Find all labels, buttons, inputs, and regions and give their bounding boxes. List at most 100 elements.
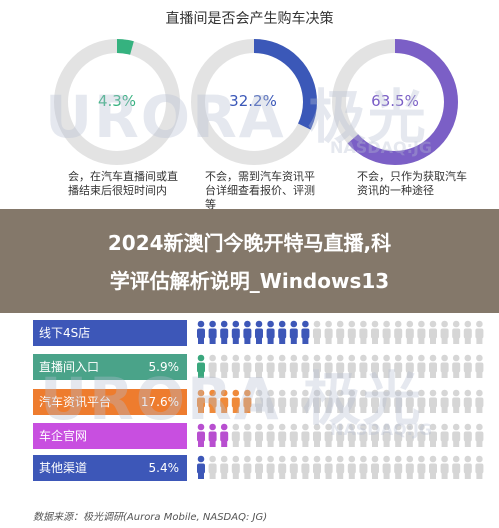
person-icon [452,389,461,413]
people-icon-grid [197,320,484,479]
person-icon [405,455,414,479]
person-icon [197,354,205,378]
person-icon [417,423,426,447]
donut-value-3: 63.5% [371,92,419,110]
person-icon [429,389,437,413]
row-name-1: 线下4S店 [39,326,91,340]
person-icon [289,423,298,447]
person-icon [266,455,275,479]
person-icon [255,320,263,344]
person-icon [301,354,310,378]
person-icon [289,320,298,344]
person-icon [231,423,240,447]
person-icon [289,455,298,479]
person-icon [429,320,437,344]
person-icon [313,320,321,344]
person-icon [243,389,252,413]
person-icon [231,389,240,413]
person-icon [371,354,379,378]
person-icon [382,389,391,413]
person-icon [382,354,391,378]
person-icon [208,320,217,344]
person-icon [313,354,321,378]
person-icon [197,423,205,447]
source-note: 数据来源：极光调研(Aurora Mobile, NASDAQ: JG) [33,512,268,523]
person-icon [417,354,426,378]
person-icon [452,320,461,344]
row-name-2: 直播间入口 [39,360,100,374]
person-icon [324,389,333,413]
person-icon [475,354,484,378]
person-icon [278,354,287,378]
person-icon [463,455,472,479]
person-icon [208,389,217,413]
person-icon [440,389,449,413]
person-icon [475,320,484,344]
person-icon [336,423,345,447]
person-icon [243,423,252,447]
person-icon [394,455,403,479]
person-icon [255,389,263,413]
person-icon [231,320,240,344]
donut-desc-1: 会，在汽车直播间或直播结束后很短时间内 [68,170,178,197]
row-pct-5: 5.4% [148,461,180,475]
person-icon [336,455,345,479]
person-icon [278,389,287,413]
person-icon [382,320,391,344]
person-icon [208,423,217,447]
person-icon [301,423,310,447]
row-label-1: 线下4S店 [33,320,187,346]
watermark-sub-top: NASDAQ:JG [330,138,433,157]
person-icon [289,354,298,378]
person-icon [266,389,275,413]
person-icon [475,389,484,413]
person-icon [405,423,414,447]
person-icon [324,455,333,479]
row-name-3: 汽车资讯平台 [39,395,112,409]
person-icon [429,354,437,378]
donut-arc-2 [191,39,317,165]
person-icon [359,354,368,378]
person-icon [313,389,321,413]
person-icon [278,455,287,479]
person-icon [313,423,321,447]
person-icon [301,320,310,344]
row-pct-2: 5.9% [148,360,180,374]
person-icon [359,423,368,447]
person-icon [394,320,403,344]
person-icon [255,423,263,447]
person-icon [417,389,426,413]
banner-line-2: 学评估解析说明_Windows13 [109,269,390,293]
person-icon [394,389,403,413]
person-icon [220,423,229,447]
donut-desc-3: 不会，只作为获取汽车资讯的一种途径 [357,170,467,197]
person-icon [347,455,356,479]
watermark-brand-bottom: URORA 极光 [40,365,423,433]
person-icon [278,320,287,344]
person-icon [347,354,356,378]
person-icon [452,354,461,378]
person-icon [463,320,472,344]
person-icon [475,455,484,479]
donut-arc-3 [332,39,458,165]
person-icon [197,389,205,413]
person-icon [405,320,414,344]
title-banner: 2024新澳门今晚开特马直播,科 学评估解析说明_Windows13 [0,209,499,313]
person-icon [220,320,229,344]
person-icon [382,455,391,479]
person-icon [324,320,333,344]
watermark-sub-bottom: NASDAQ:JG [330,420,433,439]
person-icon [313,455,321,479]
person-icon [220,389,229,413]
row-label-4: 车企官网 [33,423,187,449]
person-icon [359,389,368,413]
person-icon [452,455,461,479]
person-icon [417,455,426,479]
person-icon [336,389,345,413]
person-icon [231,455,240,479]
person-icon [231,354,240,378]
person-icon [394,423,403,447]
person-icon [371,455,379,479]
person-icon [371,389,379,413]
